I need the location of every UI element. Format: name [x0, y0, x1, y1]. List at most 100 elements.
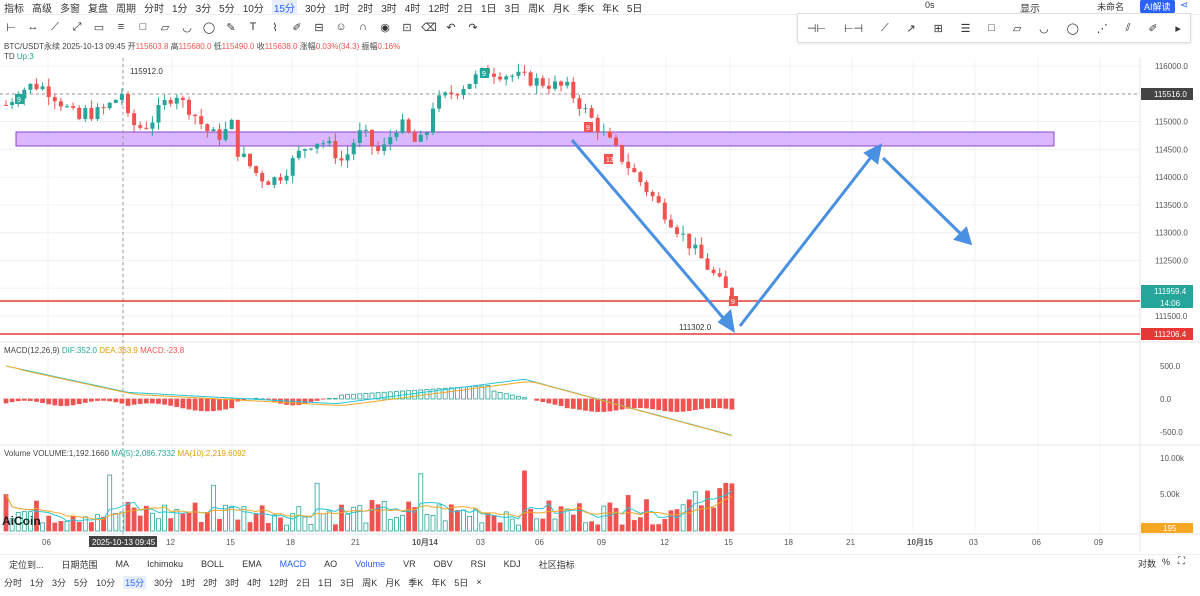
hray-tool-icon[interactable]: ↔: [27, 21, 39, 33]
projection-arrows[interactable]: [570, 139, 973, 334]
tf-3m[interactable]: 3分: [195, 3, 212, 15]
tf-2h[interactable]: 2时: [357, 3, 374, 15]
bottom-tf-16[interactable]: 月K: [385, 577, 401, 588]
arrow-down-2[interactable]: [881, 156, 967, 240]
period-button[interactable]: 周期: [116, 3, 136, 15]
tf-1h[interactable]: 1时: [334, 3, 350, 15]
bottom-tf-10[interactable]: 4时: [247, 577, 262, 588]
fib-icon[interactable]: ☰: [960, 22, 971, 35]
text-tool-icon[interactable]: T: [249, 21, 257, 33]
line-tool-icon[interactable]: ⟋: [51, 20, 59, 33]
tf-12h[interactable]: 12时: [428, 3, 450, 15]
ind-kdj[interactable]: KDJ: [503, 559, 521, 569]
tf-1d[interactable]: 1日: [481, 3, 497, 15]
rectangle-icon[interactable]: □: [988, 22, 995, 34]
resistance-zone[interactable]: [15, 131, 1055, 147]
tf-3h[interactable]: 3时: [381, 3, 397, 15]
tf-year[interactable]: 年K: [602, 3, 619, 15]
tf-15m[interactable]: 15分: [271, 0, 297, 15]
replay-button[interactable]: 复盘: [88, 3, 108, 15]
bottom-tf-17[interactable]: 季K: [408, 577, 424, 588]
date-range-button[interactable]: 日期范围: [61, 559, 98, 570]
parallelogram-icon[interactable]: ▱: [1012, 22, 1022, 35]
bottom-tf-6[interactable]: 30分: [154, 577, 174, 588]
ai-button[interactable]: AI解读: [1140, 0, 1175, 13]
bottom-tf-13[interactable]: 1日: [318, 577, 333, 588]
bottom-tf-5[interactable]: 15分: [123, 575, 147, 589]
parallel-tool-icon[interactable]: ▱: [160, 21, 170, 34]
tf-fenshi[interactable]: 分时: [144, 3, 164, 15]
bottom-tf-0[interactable]: 分时: [4, 577, 23, 588]
trendline-icon[interactable]: ⟋: [880, 21, 889, 34]
bottom-tf-8[interactable]: 2时: [203, 577, 218, 588]
lock-tool-icon[interactable]: ⊡: [402, 21, 412, 34]
ind-obv[interactable]: OBV: [433, 559, 453, 569]
brush-icon[interactable]: ✐: [1148, 22, 1158, 35]
note-icon[interactable]: ⊞: [933, 22, 943, 35]
ellipse-tool-icon[interactable]: ◯: [202, 21, 216, 34]
bottom-tf-9[interactable]: 3时: [225, 577, 240, 588]
more-icon[interactable]: ▸: [1175, 22, 1181, 35]
ellipse-icon[interactable]: ◯: [1066, 22, 1079, 35]
bottom-tf-11[interactable]: 12时: [269, 577, 289, 588]
bottom-tf-15[interactable]: 周K: [362, 577, 378, 588]
ind-boll[interactable]: BOLL: [201, 559, 225, 569]
tf-month[interactable]: 月K: [552, 3, 570, 15]
ind-ma[interactable]: MA: [115, 559, 130, 569]
ind-volume[interactable]: Volume: [355, 559, 386, 569]
bottom-tf-3[interactable]: 5分: [74, 577, 89, 588]
bottom-tf-4[interactable]: 10分: [96, 577, 116, 588]
arrow-up[interactable]: [738, 151, 877, 327]
share-icon[interactable]: ⋖: [1180, 0, 1189, 11]
log-scale-button[interactable]: 对数: [1138, 559, 1157, 569]
ind-community[interactable]: 社区指标: [538, 559, 575, 570]
hline-icon[interactable]: ⊣⊢: [806, 22, 827, 35]
tf-5d[interactable]: 5日: [626, 3, 643, 15]
bottom-tf-14[interactable]: 3日: [340, 577, 355, 588]
tf-10m[interactable]: 10分: [242, 3, 264, 15]
arc-tool-icon[interactable]: ◡: [182, 21, 192, 34]
brush-tool-icon[interactable]: ✐: [292, 21, 302, 34]
ind-ema[interactable]: EMA: [242, 559, 262, 569]
tf-1m[interactable]: 1分: [172, 3, 188, 15]
bottom-tf-18[interactable]: 年K: [431, 577, 447, 588]
ind-rsi[interactable]: RSI: [470, 559, 486, 569]
advanced-button[interactable]: 高级: [32, 3, 52, 15]
channel-tool-icon[interactable]: ▭: [93, 21, 105, 34]
multi-window-button[interactable]: 多窗: [60, 3, 80, 15]
ind-macd[interactable]: MACD: [279, 559, 307, 569]
bottom-tf-1[interactable]: 1分: [30, 577, 45, 588]
tf-2d[interactable]: 2日: [457, 3, 473, 15]
ind-ichimoku[interactable]: Ichimoku: [147, 559, 184, 569]
path-tool-icon[interactable]: ⌇: [272, 21, 278, 34]
eye-tool-icon[interactable]: ◉: [380, 21, 390, 34]
rect-tool-icon[interactable]: □: [139, 21, 147, 33]
tf-3d[interactable]: 3日: [504, 3, 521, 15]
tf-30m[interactable]: 30分: [304, 3, 327, 15]
fib-tool-icon[interactable]: ≡: [117, 21, 125, 33]
arrow-down-1[interactable]: [570, 139, 732, 327]
ray-tool-icon[interactable]: ⤢: [72, 20, 82, 33]
curve-icon[interactable]: ◡: [1039, 22, 1049, 35]
bottom-tf-7[interactable]: 1时: [181, 577, 196, 588]
hline-tool-icon[interactable]: ⊢: [6, 21, 16, 34]
pen-tool-icon[interactable]: ✎: [226, 21, 236, 34]
locate-button[interactable]: 定位到...: [9, 559, 44, 570]
channel-icon[interactable]: ⫽: [1125, 21, 1131, 34]
bottom-tf-2[interactable]: 3分: [52, 577, 67, 588]
emoji-tool-icon[interactable]: ☺: [335, 21, 347, 33]
close-icon[interactable]: ×: [476, 577, 482, 587]
undo-icon[interactable]: ↶: [446, 21, 456, 34]
trash-tool-icon[interactable]: ⌫: [421, 21, 437, 34]
ind-ao[interactable]: AO: [324, 559, 338, 569]
percent-scale-button[interactable]: %: [1162, 557, 1171, 567]
fullscreen-icon[interactable]: ⛶: [1178, 556, 1185, 567]
display-button[interactable]: 显示: [1020, 4, 1040, 15]
indicator-button[interactable]: 指标: [4, 3, 24, 15]
arrow-line-icon[interactable]: ↗: [906, 22, 916, 35]
tf-4h[interactable]: 4时: [404, 3, 421, 15]
bottom-tf-12[interactable]: 2日: [296, 577, 311, 588]
redo-icon[interactable]: ↷: [468, 21, 478, 34]
polyline-icon[interactable]: ⋰: [1096, 22, 1108, 35]
